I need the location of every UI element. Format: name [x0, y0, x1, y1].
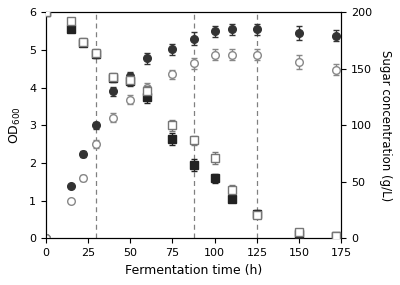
X-axis label: Fermentation time (h): Fermentation time (h) [125, 264, 262, 277]
Y-axis label: Sugar concentration (g/L): Sugar concentration (g/L) [379, 50, 392, 201]
Y-axis label: OD$_{600}$: OD$_{600}$ [8, 107, 24, 144]
